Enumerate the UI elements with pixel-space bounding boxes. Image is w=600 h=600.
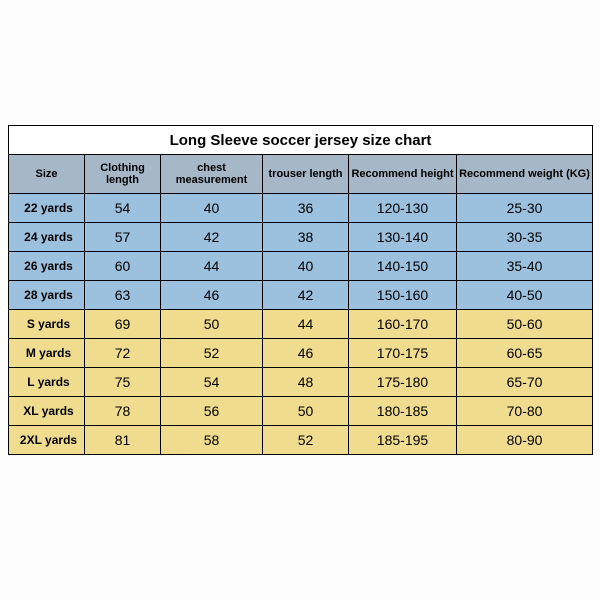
cell-height: 185-195 xyxy=(349,426,457,455)
table-row: 26 yards604440140-15035-40 xyxy=(9,252,593,281)
cell-chest: 46 xyxy=(161,281,263,310)
col-trouser: trouser length xyxy=(263,155,349,194)
size-chart-table: Long Sleeve soccer jersey size chart Siz… xyxy=(8,125,593,455)
cell-chest: 56 xyxy=(161,397,263,426)
size-chart-page: Long Sleeve soccer jersey size chart Siz… xyxy=(0,0,600,600)
cell-cloth: 69 xyxy=(85,310,161,339)
cell-weight: 80-90 xyxy=(457,426,593,455)
cell-weight: 65-70 xyxy=(457,368,593,397)
table-body: 22 yards544036120-13025-3024 yards574238… xyxy=(9,194,593,455)
table-title-row: Long Sleeve soccer jersey size chart xyxy=(9,126,593,155)
cell-cloth: 60 xyxy=(85,252,161,281)
cell-trouser: 48 xyxy=(263,368,349,397)
cell-height: 170-175 xyxy=(349,339,457,368)
cell-trouser: 38 xyxy=(263,223,349,252)
cell-cloth: 78 xyxy=(85,397,161,426)
cell-chest: 52 xyxy=(161,339,263,368)
cell-trouser: 36 xyxy=(263,194,349,223)
table-row: 28 yards634642150-16040-50 xyxy=(9,281,593,310)
cell-weight: 50-60 xyxy=(457,310,593,339)
col-size: Size xyxy=(9,155,85,194)
col-chest: chest measurement xyxy=(161,155,263,194)
table-title: Long Sleeve soccer jersey size chart xyxy=(9,126,593,155)
cell-chest: 54 xyxy=(161,368,263,397)
cell-weight: 30-35 xyxy=(457,223,593,252)
table-row: 22 yards544036120-13025-30 xyxy=(9,194,593,223)
cell-cloth: 54 xyxy=(85,194,161,223)
table-row: S yards695044160-17050-60 xyxy=(9,310,593,339)
cell-cloth: 72 xyxy=(85,339,161,368)
cell-size: L yards xyxy=(9,368,85,397)
cell-size: 26 yards xyxy=(9,252,85,281)
cell-height: 180-185 xyxy=(349,397,457,426)
cell-size: 22 yards xyxy=(9,194,85,223)
table-header-row: Size Clothing length chest measurement t… xyxy=(9,155,593,194)
cell-trouser: 42 xyxy=(263,281,349,310)
cell-height: 130-140 xyxy=(349,223,457,252)
cell-weight: 60-65 xyxy=(457,339,593,368)
col-height: Recommend height xyxy=(349,155,457,194)
cell-weight: 70-80 xyxy=(457,397,593,426)
cell-trouser: 50 xyxy=(263,397,349,426)
cell-trouser: 44 xyxy=(263,310,349,339)
cell-size: 2XL yards xyxy=(9,426,85,455)
cell-cloth: 63 xyxy=(85,281,161,310)
cell-chest: 58 xyxy=(161,426,263,455)
cell-size: 28 yards xyxy=(9,281,85,310)
cell-weight: 35-40 xyxy=(457,252,593,281)
col-cloth: Clothing length xyxy=(85,155,161,194)
cell-height: 140-150 xyxy=(349,252,457,281)
cell-height: 160-170 xyxy=(349,310,457,339)
cell-weight: 40-50 xyxy=(457,281,593,310)
cell-size: M yards xyxy=(9,339,85,368)
cell-chest: 40 xyxy=(161,194,263,223)
table-row: L yards755448175-18065-70 xyxy=(9,368,593,397)
cell-size: S yards xyxy=(9,310,85,339)
cell-chest: 42 xyxy=(161,223,263,252)
cell-chest: 50 xyxy=(161,310,263,339)
col-weight: Recommend weight (KG) xyxy=(457,155,593,194)
cell-size: XL yards xyxy=(9,397,85,426)
cell-trouser: 52 xyxy=(263,426,349,455)
cell-cloth: 81 xyxy=(85,426,161,455)
table-row: 24 yards574238130-14030-35 xyxy=(9,223,593,252)
cell-height: 175-180 xyxy=(349,368,457,397)
table-row: 2XL yards815852185-19580-90 xyxy=(9,426,593,455)
cell-chest: 44 xyxy=(161,252,263,281)
table-row: XL yards785650180-18570-80 xyxy=(9,397,593,426)
cell-height: 120-130 xyxy=(349,194,457,223)
cell-height: 150-160 xyxy=(349,281,457,310)
cell-size: 24 yards xyxy=(9,223,85,252)
table-row: M yards725246170-17560-65 xyxy=(9,339,593,368)
cell-cloth: 75 xyxy=(85,368,161,397)
cell-weight: 25-30 xyxy=(457,194,593,223)
cell-cloth: 57 xyxy=(85,223,161,252)
cell-trouser: 46 xyxy=(263,339,349,368)
cell-trouser: 40 xyxy=(263,252,349,281)
